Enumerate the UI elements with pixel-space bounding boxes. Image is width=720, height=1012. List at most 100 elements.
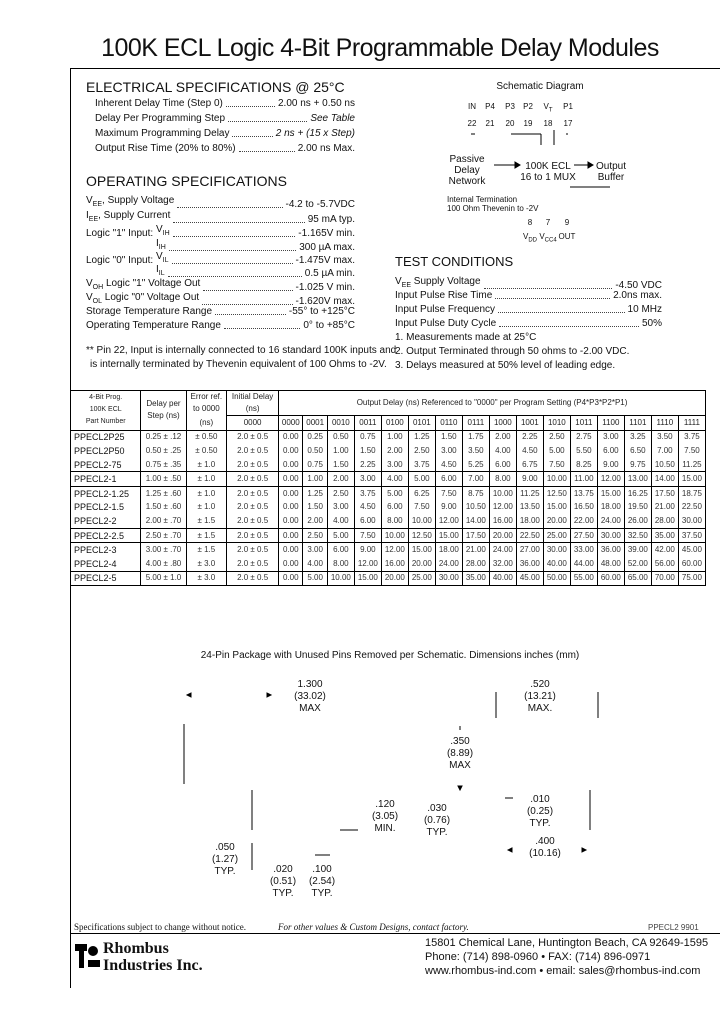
output-delay-value: 42.00 [650,542,679,557]
output-delay-value: 18.00 [434,542,463,557]
delay-per-step: 2.50 ± .70 [140,528,187,544]
output-delay-value: 15.00 [542,500,571,515]
spec-row: Logic "1" Input: VIH -1.165V min. [86,224,355,240]
spec-label-text: Logic "1" Input: [86,228,154,239]
spec-value: -1.620V max. [295,296,355,307]
dimension-pitch: (2.54) [308,876,336,887]
output-delay-value: 1.50 [326,457,355,473]
spec-label-text: , Supply Voltage [102,195,175,206]
pin-name: VDD [523,231,537,247]
output-delay-value: 12.00 [434,514,463,529]
output-delay-value: 7.00 [461,471,490,487]
spec-value: -1.475V max. [295,255,355,266]
program-code: 1100 [596,415,625,431]
output-delay-value: 2.25 [353,457,382,473]
output-delay-value: 35.00 [461,571,490,587]
output-delay-value: 24.00 [488,542,517,557]
pin-name-subscript: T [548,107,553,114]
dimension-standoff: TYP. [426,827,448,838]
spec-value: 2.00 ns + 0.50 ns [277,98,355,109]
initial-delay: 2.0 ± 0.5 [226,444,280,458]
output-delay-value: 1.50 [353,444,382,458]
passive-delay-label-2: Delay [454,165,480,176]
spec-label-text: V [86,278,93,289]
dimension-row-spacing: (10.16) [529,848,561,859]
schematic-title: Schematic Diagram [496,81,584,92]
output-delay-value: 30.00 [542,542,571,557]
output-delay-value: 13.50 [515,500,544,515]
output-delay-value: 0.00 [278,457,304,473]
pin-name: P3 [505,101,515,113]
pin-number: 7 [545,218,551,227]
pin-number: 19 [523,119,533,128]
spec-label-text: Logic "0" Input: [86,255,154,266]
output-delay-value: 7.00 [650,444,679,458]
error-ref: ± 0.50 [185,430,228,445]
program-code: 0001 [302,415,328,431]
output-delay-value: 12.00 [488,500,517,515]
delay-per-step: 1.50 ± .60 [140,500,187,515]
dot-leader [177,207,283,208]
output-delay-value: 0.00 [278,514,304,529]
table-row: PPECL2-1 1.00 ± .50 ± 1.0 2.0 ± 0.5 0.00 1.00… [69,471,707,487]
output-delay-value: 7.50 [434,486,463,501]
dot-leader [167,276,302,277]
output-delay-value: 0.00 [278,556,304,572]
output-delay-value: 16.00 [380,556,409,572]
spec-parameter-subscript: IH [158,244,166,251]
error-ref: ± 3.0 [185,571,228,587]
pin-number: 9 [564,218,570,227]
spec-value: See Table [310,113,355,124]
termination-label-1: Internal Termination [447,195,518,204]
header-output-delay: Output Delay (ns) Referenced to "0000" p… [278,390,706,416]
dimension-width: .520 [530,679,550,690]
spec-row: Operating Temperature Range 0° to +85°C [86,320,355,332]
output-delay-value: 5.25 [461,457,490,473]
dimension-lead-len: .120 [375,799,395,810]
company-web[interactable]: www.rhombus-ind.com • email: sales@rhomb… [425,965,701,977]
spec-label-text: Input Pulse Frequency [395,304,496,315]
spec-row: Storage Temperature Range -55° to +125°C [86,306,355,318]
program-code: 0111 [461,415,490,431]
pin-number: 20 [505,119,515,128]
spec-label-text: Storage Temperature Range [86,306,213,317]
output-delay-value: 3.75 [407,457,436,473]
spec-label-subscript: EE [88,216,99,223]
output-delay-value: 30.00 [677,514,707,529]
dot-leader [215,314,286,315]
output-delay-value: 2.25 [515,430,544,445]
output-delay-value: 0.75 [302,457,328,473]
output-delay-value: 13.75 [569,486,598,501]
spec-label: VOL Logic "0" Voltage Out [86,292,199,308]
pin-name: P4 [485,101,495,113]
spec-value: 300 µA max. [299,242,355,253]
output-delay-value: 9.00 [434,500,463,515]
output-delay-value: 10.00 [407,514,436,529]
spec-label: IEE, Supply Current [86,210,170,226]
output-delay-value: 39.00 [623,542,652,557]
output-delay-value: 0.00 [278,528,304,544]
spec-row: Output Rise Time (20% to 80%) 2.00 ns Max… [95,143,355,155]
dimension-length: MAX [299,703,321,714]
output-delay-value: 3.25 [623,430,652,445]
custom-design-text: For other values & Custom Designs, conta… [278,922,469,932]
output-delay-value: 11.00 [569,471,598,487]
spec-value: 0.5 µA min. [304,268,355,279]
spec-parameter-symbol: I [156,264,159,275]
spec-parameter: IIH [156,238,166,254]
dot-leader [172,236,296,237]
header-line: Part Number [85,418,126,426]
pin-name-text: P1 [563,102,573,111]
dot-leader [203,290,293,291]
header-initial-code: 0000 [226,415,280,431]
spec-value: 50% [641,318,662,329]
output-delay-value: 45.00 [515,571,544,587]
spec-row: VOL Logic "0" Voltage Out -1.620V max. [86,292,355,308]
dimension-standoff: .030 [427,803,447,814]
output-delay-value: 3.00 [353,471,382,487]
spec-parameter-symbol: I [156,238,159,249]
output-delay-value: 1.25 [302,486,328,501]
output-delay-value: 30.00 [596,528,625,544]
spec-label-subscript: OH [92,284,104,291]
output-delay-value: 40.00 [488,571,517,587]
